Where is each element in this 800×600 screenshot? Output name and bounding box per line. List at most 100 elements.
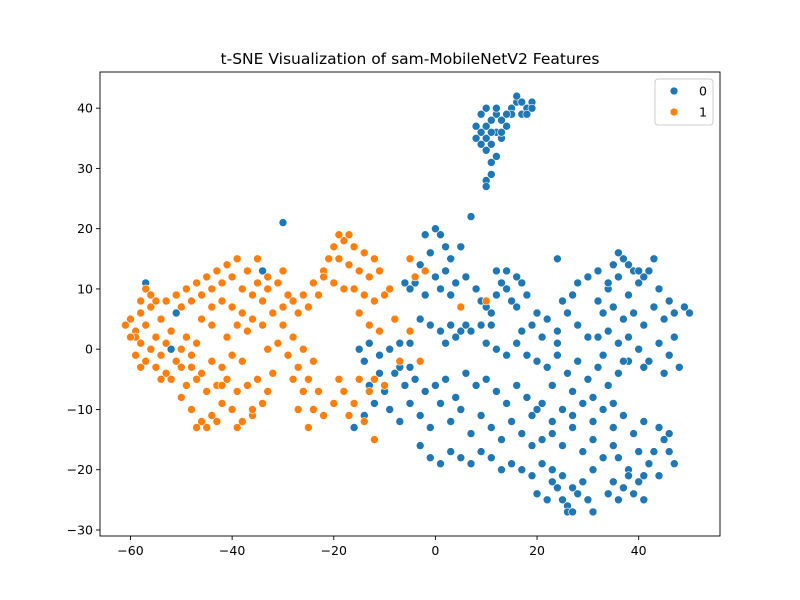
point-class-0 <box>405 362 415 372</box>
point-class-0 <box>598 453 608 463</box>
point-class-0 <box>619 254 628 264</box>
point-class-0 <box>583 374 593 384</box>
point-class-0 <box>451 393 461 402</box>
legend-marker-1 <box>669 107 679 117</box>
point-class-0 <box>578 399 588 408</box>
point-class-1 <box>319 411 328 420</box>
point-class-0 <box>466 326 476 336</box>
point-class-0 <box>476 447 486 456</box>
point-class-1 <box>227 302 237 312</box>
point-class-0 <box>492 152 501 161</box>
point-class-0 <box>446 320 456 330</box>
point-class-1 <box>283 290 293 300</box>
point-class-0 <box>558 471 567 481</box>
point-class-1 <box>243 326 252 336</box>
point-class-0 <box>502 399 511 408</box>
point-class-0 <box>461 320 471 330</box>
point-class-0 <box>258 266 267 276</box>
point-class-0 <box>603 489 613 499</box>
point-class-0 <box>568 483 577 493</box>
point-class-0 <box>639 320 649 330</box>
point-class-1 <box>202 423 211 432</box>
point-class-0 <box>547 477 557 487</box>
point-class-1 <box>187 362 196 372</box>
point-class-1 <box>197 417 206 426</box>
point-class-0 <box>568 387 577 396</box>
point-class-0 <box>486 140 496 149</box>
point-class-0 <box>486 115 496 125</box>
point-class-1 <box>243 266 252 276</box>
point-class-1 <box>278 320 288 330</box>
point-class-0 <box>537 459 547 469</box>
point-class-1 <box>309 356 318 366</box>
point-class-0 <box>517 326 527 336</box>
point-class-0 <box>654 284 664 294</box>
point-class-0 <box>598 405 608 414</box>
point-class-0 <box>446 290 456 300</box>
point-class-1 <box>248 314 257 324</box>
point-class-0 <box>669 459 679 469</box>
point-class-1 <box>238 284 247 294</box>
point-class-0 <box>425 320 435 330</box>
point-class-1 <box>161 296 171 306</box>
point-class-0 <box>425 248 435 258</box>
point-class-0 <box>608 477 618 487</box>
point-class-0 <box>502 284 511 294</box>
point-class-1 <box>207 284 217 294</box>
point-class-0 <box>456 326 466 336</box>
point-class-1 <box>192 374 201 384</box>
point-class-0 <box>436 230 445 239</box>
point-class-0 <box>629 429 638 438</box>
point-class-1 <box>268 308 278 318</box>
point-class-1 <box>232 423 242 432</box>
point-class-1 <box>298 290 308 300</box>
point-class-1 <box>288 296 298 306</box>
point-class-0 <box>573 320 583 330</box>
point-class-1 <box>202 387 211 396</box>
point-class-0 <box>634 266 644 276</box>
point-class-1 <box>151 362 161 372</box>
point-class-0 <box>507 459 516 469</box>
point-class-0 <box>425 453 435 463</box>
point-class-0 <box>471 121 481 131</box>
point-class-0 <box>512 338 522 348</box>
point-class-1 <box>141 284 150 294</box>
point-class-0 <box>517 465 527 475</box>
point-class-1 <box>227 405 237 414</box>
point-class-0 <box>431 224 440 233</box>
point-class-0 <box>608 302 618 312</box>
point-class-1 <box>232 320 242 330</box>
point-class-1 <box>227 272 237 282</box>
point-class-0 <box>588 393 598 402</box>
point-class-1 <box>334 254 344 264</box>
point-class-0 <box>420 230 430 239</box>
point-class-0 <box>685 308 694 318</box>
point-class-1 <box>258 399 267 408</box>
point-class-1 <box>268 368 278 378</box>
point-class-0 <box>415 314 425 324</box>
point-class-0 <box>395 338 405 348</box>
point-class-1 <box>293 362 303 372</box>
point-class-1 <box>390 314 400 324</box>
point-class-0 <box>547 465 557 475</box>
point-class-1 <box>395 356 405 366</box>
point-class-1 <box>359 290 369 300</box>
point-class-0 <box>492 387 501 396</box>
point-class-0 <box>507 296 516 306</box>
point-class-1 <box>263 272 273 282</box>
point-class-1 <box>217 362 227 372</box>
point-class-0 <box>558 405 567 414</box>
point-class-1 <box>156 314 166 324</box>
point-class-1 <box>314 387 323 396</box>
point-class-0 <box>527 411 537 420</box>
point-class-0 <box>674 362 684 372</box>
point-class-0 <box>517 429 527 438</box>
point-class-0 <box>644 356 654 366</box>
point-class-0 <box>522 393 532 402</box>
point-class-1 <box>329 399 339 408</box>
legend-label-0: 0 <box>699 84 707 99</box>
point-class-0 <box>568 290 577 300</box>
point-class-1 <box>380 290 389 300</box>
point-class-1 <box>329 242 339 252</box>
point-class-0 <box>553 326 562 336</box>
